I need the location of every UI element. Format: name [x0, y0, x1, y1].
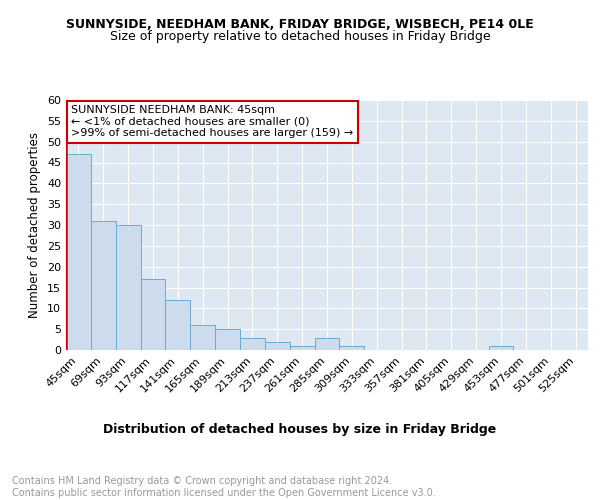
Bar — [265, 342, 290, 350]
Bar — [66, 154, 91, 350]
Text: SUNNYSIDE, NEEDHAM BANK, FRIDAY BRIDGE, WISBECH, PE14 0LE: SUNNYSIDE, NEEDHAM BANK, FRIDAY BRIDGE, … — [66, 18, 534, 30]
Bar — [116, 225, 140, 350]
Bar — [166, 300, 190, 350]
Text: Contains HM Land Registry data © Crown copyright and database right 2024.
Contai: Contains HM Land Registry data © Crown c… — [12, 476, 436, 498]
Y-axis label: Number of detached properties: Number of detached properties — [28, 132, 41, 318]
Bar — [240, 338, 265, 350]
Text: Distribution of detached houses by size in Friday Bridge: Distribution of detached houses by size … — [103, 422, 497, 436]
Bar — [215, 329, 240, 350]
Bar — [488, 346, 514, 350]
Bar — [290, 346, 314, 350]
Bar — [340, 346, 364, 350]
Bar — [140, 279, 166, 350]
Text: SUNNYSIDE NEEDHAM BANK: 45sqm
← <1% of detached houses are smaller (0)
>99% of s: SUNNYSIDE NEEDHAM BANK: 45sqm ← <1% of d… — [71, 105, 353, 138]
Bar — [314, 338, 340, 350]
Bar — [91, 221, 116, 350]
Bar — [190, 325, 215, 350]
Text: Size of property relative to detached houses in Friday Bridge: Size of property relative to detached ho… — [110, 30, 490, 43]
